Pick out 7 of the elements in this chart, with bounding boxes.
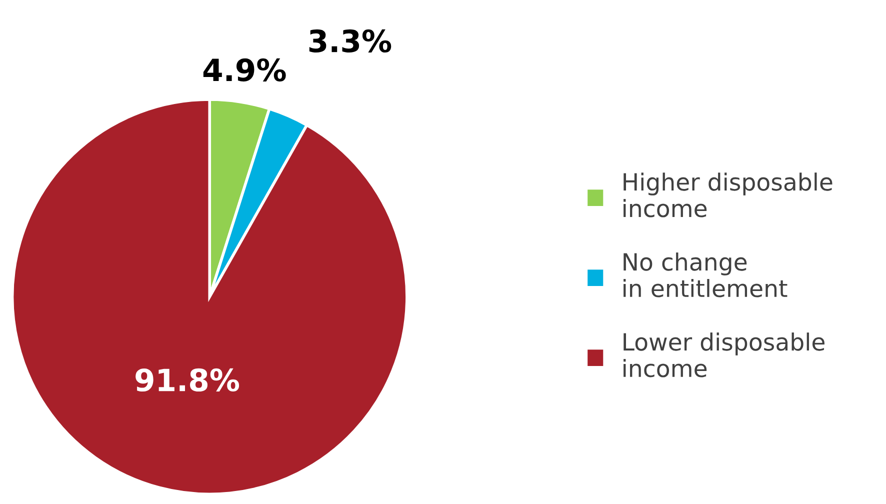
legend-label: Higher disposable income (624, 172, 832, 218)
legend-label: Lower disposable income (624, 332, 824, 378)
data-label: 4.9% (203, 58, 286, 82)
data-label: 91.8% (136, 368, 240, 392)
pie-slice (10, 98, 408, 496)
legend-label: No change in entitlement (624, 252, 788, 298)
data-label: 3.3% (309, 29, 392, 53)
